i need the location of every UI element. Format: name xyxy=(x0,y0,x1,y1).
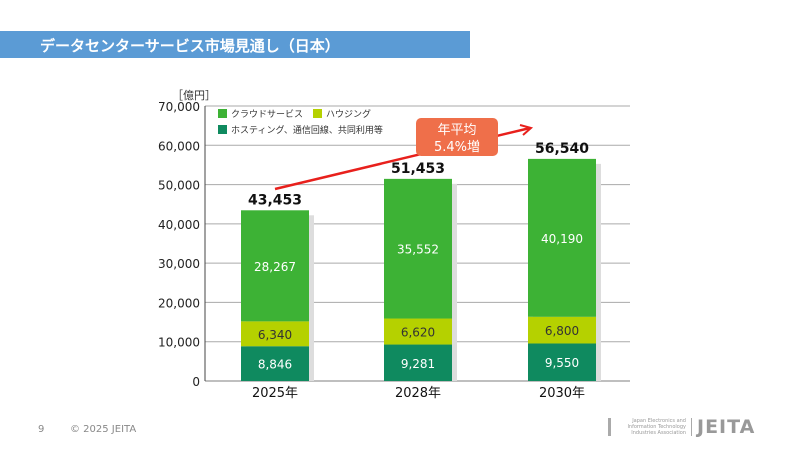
bar-segment xyxy=(384,318,452,345)
bar-total-label: 56,540 xyxy=(535,141,589,157)
bar-value-label: 8,846 xyxy=(258,358,292,372)
annotation-box xyxy=(416,118,498,156)
y-tick-label: 50,000 xyxy=(158,179,200,193)
y-tick-label: 60,000 xyxy=(158,139,200,153)
x-tick-label: 2030年 xyxy=(539,386,585,401)
legend-label: クラウドサービス xyxy=(231,109,303,120)
logo-text: JEITA xyxy=(697,416,756,438)
bar-segment xyxy=(241,210,309,322)
title-bar: データセンターサービス市場見通し（日本） xyxy=(0,31,470,58)
legend-swatch xyxy=(313,109,322,118)
bar-value-label: 9,550 xyxy=(545,356,579,370)
logo-subtext: Japan Electronics and Information Techno… xyxy=(627,418,686,436)
bar-segment xyxy=(384,178,452,319)
bar-value-label: 6,800 xyxy=(545,324,579,338)
bar-segment xyxy=(384,344,452,381)
annotation-text: 5.4%増 xyxy=(434,140,480,155)
arrow-head-icon xyxy=(519,124,534,136)
copyright: © 2025 JEITA xyxy=(70,424,137,435)
legend-label: ハウジング xyxy=(326,108,371,120)
y-tick-label: 30,000 xyxy=(158,257,200,271)
legend-label: ホスティング、通信回線、共同利用等 xyxy=(231,124,383,136)
unit-label: ［億円］ xyxy=(172,89,216,102)
page-title: データセンターサービス市場見通し（日本） xyxy=(40,37,340,55)
page-number: 9 xyxy=(38,424,45,435)
annotation-text: 年平均 xyxy=(437,123,476,138)
bar-total-label: 51,453 xyxy=(391,161,445,177)
bar-segment xyxy=(241,321,309,347)
bar-segment xyxy=(528,158,596,317)
bar-value-label: 35,552 xyxy=(397,243,439,257)
bar-value-label: 40,190 xyxy=(541,232,583,246)
y-tick-label: 70,000 xyxy=(158,100,200,114)
bar-value-label: 6,620 xyxy=(401,326,435,340)
bar-value-label: 6,340 xyxy=(258,328,292,342)
y-tick-label: 40,000 xyxy=(158,218,200,232)
bar-value-label: 9,281 xyxy=(401,357,435,371)
bar-total-label: 43,453 xyxy=(248,192,302,208)
bar-segment xyxy=(528,343,596,381)
legend-swatch xyxy=(218,109,227,118)
legend-swatch xyxy=(218,125,227,134)
bar-segment xyxy=(241,346,309,381)
y-tick-label: 20,000 xyxy=(158,296,200,310)
x-tick-label: 2025年 xyxy=(252,386,298,401)
y-tick-label: 10,000 xyxy=(158,336,200,350)
x-tick-label: 2028年 xyxy=(395,386,441,401)
y-tick-label: 0 xyxy=(192,375,200,389)
jeita-logo: Japan Electronics and Information Techno… xyxy=(608,416,755,438)
bar-segment xyxy=(528,316,596,344)
bar-value-label: 28,267 xyxy=(254,260,296,274)
